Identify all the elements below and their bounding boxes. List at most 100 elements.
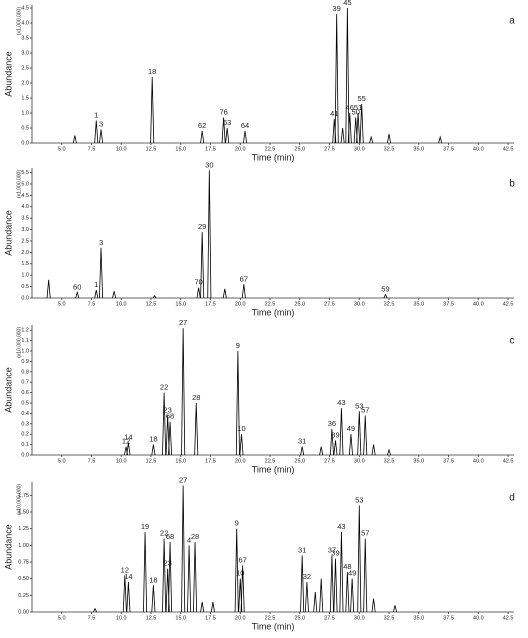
peak	[359, 103, 364, 144]
peak	[194, 402, 199, 456]
x-axis-title: Time (min)	[252, 464, 295, 474]
y-tick-label: 1.00	[18, 543, 29, 549]
peak	[200, 601, 205, 613]
peak	[363, 538, 368, 613]
peak	[221, 117, 226, 144]
peak	[99, 247, 104, 299]
peak	[162, 392, 167, 456]
y-tick-label: 0.50	[18, 576, 29, 582]
panel-label: c	[510, 336, 515, 347]
y-multiplier: (x1,000,000)	[16, 170, 22, 198]
y-tick-label: 1.25	[18, 526, 29, 532]
peak	[151, 444, 156, 456]
peak-label: 12	[121, 565, 129, 574]
y-multiplier: (x1,000,000)	[16, 7, 22, 35]
x-tick-label: 12.5	[146, 458, 157, 464]
peak	[181, 485, 186, 613]
peak-label: 31	[298, 545, 306, 554]
y-tick-label: 0.9	[21, 359, 29, 365]
peak	[225, 127, 230, 144]
peak	[383, 293, 388, 299]
peak	[319, 578, 324, 613]
peak-label: 53	[355, 495, 363, 504]
peak	[319, 446, 324, 456]
peak	[207, 170, 212, 299]
peak	[300, 446, 305, 456]
peak-label: 22	[160, 529, 168, 538]
peak	[222, 288, 227, 299]
x-tick-label: 15.0	[175, 458, 186, 464]
peak-label: 57	[361, 529, 369, 538]
y-tick-label: 1.1	[21, 338, 29, 344]
peak	[181, 328, 186, 456]
peak-label: 12	[122, 437, 130, 446]
x-tick-label: 20.0	[235, 301, 246, 307]
peak-label: 14	[124, 433, 132, 442]
x-tick-label: 5.0	[58, 146, 66, 152]
peak-label: 10	[237, 424, 245, 433]
peak	[345, 7, 350, 144]
y-tick-label: 0.5	[21, 125, 29, 131]
x-tick-label: 12.5	[146, 146, 157, 152]
x-tick-label: 22.5	[265, 146, 276, 152]
peak	[392, 605, 397, 613]
peak-label: 67	[238, 555, 246, 564]
x-tick-label: 40.0	[473, 301, 484, 307]
peak	[99, 129, 104, 144]
y-tick-label: 0.4	[21, 411, 29, 417]
y-tick-label: 1.5	[21, 95, 29, 101]
peak-label: 39	[331, 430, 339, 439]
peak-label: 45	[343, 0, 351, 7]
peak	[94, 120, 99, 144]
x-tick-label: 42.5	[503, 458, 514, 464]
peak-label: 3	[99, 119, 103, 128]
x-tick-label: 30.0	[354, 146, 365, 152]
y-tick-label: 0.25	[18, 593, 29, 599]
peak	[46, 279, 51, 299]
peak-label: 31	[298, 437, 306, 446]
x-tick-label: 25.0	[294, 458, 305, 464]
peak-label: 64	[241, 121, 249, 130]
peak	[347, 112, 352, 144]
x-tick-label: 42.5	[503, 301, 514, 307]
peak	[94, 289, 99, 299]
peak	[122, 575, 127, 613]
peak-label: 59	[381, 285, 389, 294]
peak-label: 14	[124, 572, 132, 581]
peak	[150, 76, 155, 144]
y-tick-label: 4.0	[21, 20, 29, 26]
peak-label: 27	[179, 475, 187, 484]
x-tick-label: 5.0	[58, 458, 66, 464]
y-tick-label: 1.2	[21, 328, 29, 334]
x-axis-title: Time (min)	[252, 621, 295, 631]
y-tick-label: 2.0	[21, 250, 29, 256]
x-tick-label: 25.0	[294, 146, 305, 152]
peak-label: 10	[236, 569, 244, 578]
x-axis-title: Time (min)	[252, 152, 295, 162]
peak-label: 37	[328, 545, 336, 554]
peak-label: 68	[166, 532, 174, 541]
peak-label: 18	[149, 435, 157, 444]
y-tick-label: 0.0	[21, 452, 29, 458]
x-tick-label: 32.5	[384, 146, 395, 152]
peak	[243, 130, 248, 144]
x-tick-label: 12.5	[146, 615, 157, 621]
peak	[187, 545, 192, 613]
y-tick-label: 0.0	[21, 295, 29, 301]
peak-label: 29	[198, 222, 206, 231]
x-tick-label: 5.0	[58, 615, 66, 621]
y-tick-label: 1.0	[21, 110, 29, 116]
peak	[357, 411, 362, 456]
y-axis-title: Abundance	[3, 524, 13, 570]
y-multiplier: (x10,000,000)	[16, 327, 22, 358]
peak	[333, 558, 338, 613]
x-tick-label: 17.5	[205, 458, 216, 464]
y-tick-label: 0.5	[21, 284, 29, 290]
peak	[304, 581, 309, 613]
y-tick-label: 2.0	[21, 80, 29, 86]
peak	[210, 601, 215, 613]
x-tick-label: 7.5	[88, 301, 96, 307]
y-tick-label: 3.5	[21, 216, 29, 222]
y-tick-label: 3.5	[21, 35, 29, 41]
peak	[234, 528, 239, 613]
